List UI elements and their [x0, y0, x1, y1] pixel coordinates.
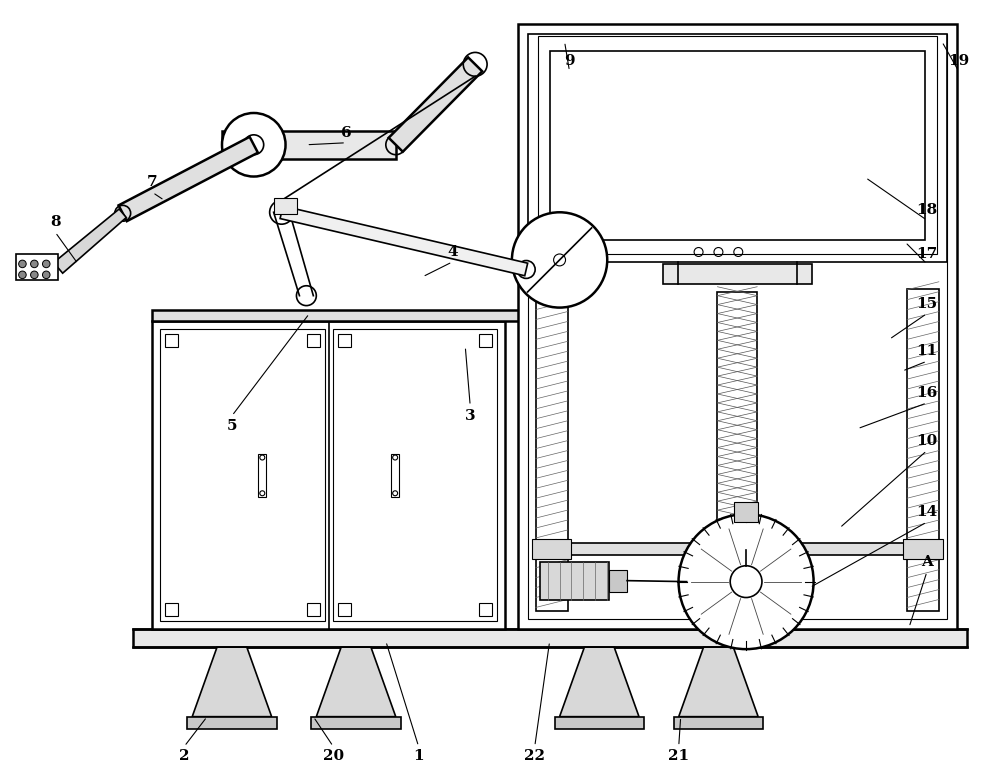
Circle shape: [512, 212, 607, 308]
Polygon shape: [316, 647, 396, 717]
Bar: [540, 562, 609, 600]
Text: 9: 9: [564, 55, 575, 69]
Circle shape: [42, 260, 50, 268]
Bar: [550, 52, 925, 240]
Text: 6: 6: [341, 126, 351, 140]
Bar: [609, 569, 627, 591]
Text: 2: 2: [179, 750, 190, 763]
Text: 3: 3: [465, 408, 476, 423]
Circle shape: [42, 271, 50, 279]
Circle shape: [19, 260, 26, 268]
Bar: [479, 334, 492, 348]
Polygon shape: [192, 647, 272, 717]
Text: 19: 19: [948, 55, 969, 69]
Bar: [165, 604, 178, 616]
Text: 7: 7: [147, 176, 158, 190]
Bar: [674, 717, 763, 729]
Text: 22: 22: [524, 750, 545, 763]
Text: 20: 20: [323, 750, 344, 763]
Text: 4: 4: [447, 245, 458, 259]
Bar: [555, 717, 644, 729]
Bar: [528, 34, 947, 262]
Circle shape: [31, 271, 38, 279]
Bar: [187, 717, 277, 729]
Text: 5: 5: [227, 419, 237, 433]
Bar: [391, 454, 399, 497]
Bar: [663, 264, 812, 284]
Text: 10: 10: [916, 433, 938, 448]
Text: 8: 8: [50, 216, 60, 229]
Polygon shape: [119, 137, 258, 221]
Bar: [274, 198, 297, 214]
Bar: [903, 539, 943, 558]
Bar: [160, 330, 325, 622]
Bar: [536, 289, 568, 612]
Text: 15: 15: [916, 297, 938, 311]
Text: 14: 14: [916, 505, 938, 519]
Text: 1: 1: [413, 750, 424, 763]
Bar: [907, 289, 939, 612]
Bar: [16, 254, 58, 280]
Circle shape: [222, 113, 286, 177]
Bar: [152, 322, 505, 629]
Bar: [518, 23, 957, 629]
Circle shape: [244, 135, 264, 155]
Bar: [532, 539, 571, 558]
Text: A: A: [921, 555, 933, 569]
Bar: [133, 629, 967, 647]
Text: 18: 18: [916, 203, 938, 217]
Bar: [311, 717, 401, 729]
Text: 11: 11: [916, 344, 938, 358]
Polygon shape: [280, 206, 528, 276]
Circle shape: [730, 565, 762, 597]
Polygon shape: [54, 209, 126, 273]
Bar: [338, 334, 351, 348]
Bar: [338, 604, 351, 616]
Polygon shape: [389, 57, 482, 152]
Polygon shape: [222, 131, 396, 159]
Bar: [536, 543, 939, 555]
Bar: [307, 604, 320, 616]
Bar: [528, 34, 947, 619]
Bar: [479, 604, 492, 616]
Bar: [307, 334, 320, 348]
Bar: [333, 330, 497, 622]
Text: 17: 17: [916, 247, 938, 261]
Circle shape: [679, 514, 814, 649]
Text: 16: 16: [916, 386, 938, 400]
Bar: [165, 334, 178, 348]
Bar: [717, 292, 757, 550]
Bar: [538, 36, 937, 254]
Circle shape: [19, 271, 26, 279]
Text: 21: 21: [668, 750, 689, 763]
Circle shape: [31, 260, 38, 268]
Polygon shape: [560, 647, 639, 717]
Bar: [734, 502, 758, 522]
Bar: [258, 454, 266, 497]
Bar: [152, 309, 614, 322]
Polygon shape: [679, 647, 758, 717]
